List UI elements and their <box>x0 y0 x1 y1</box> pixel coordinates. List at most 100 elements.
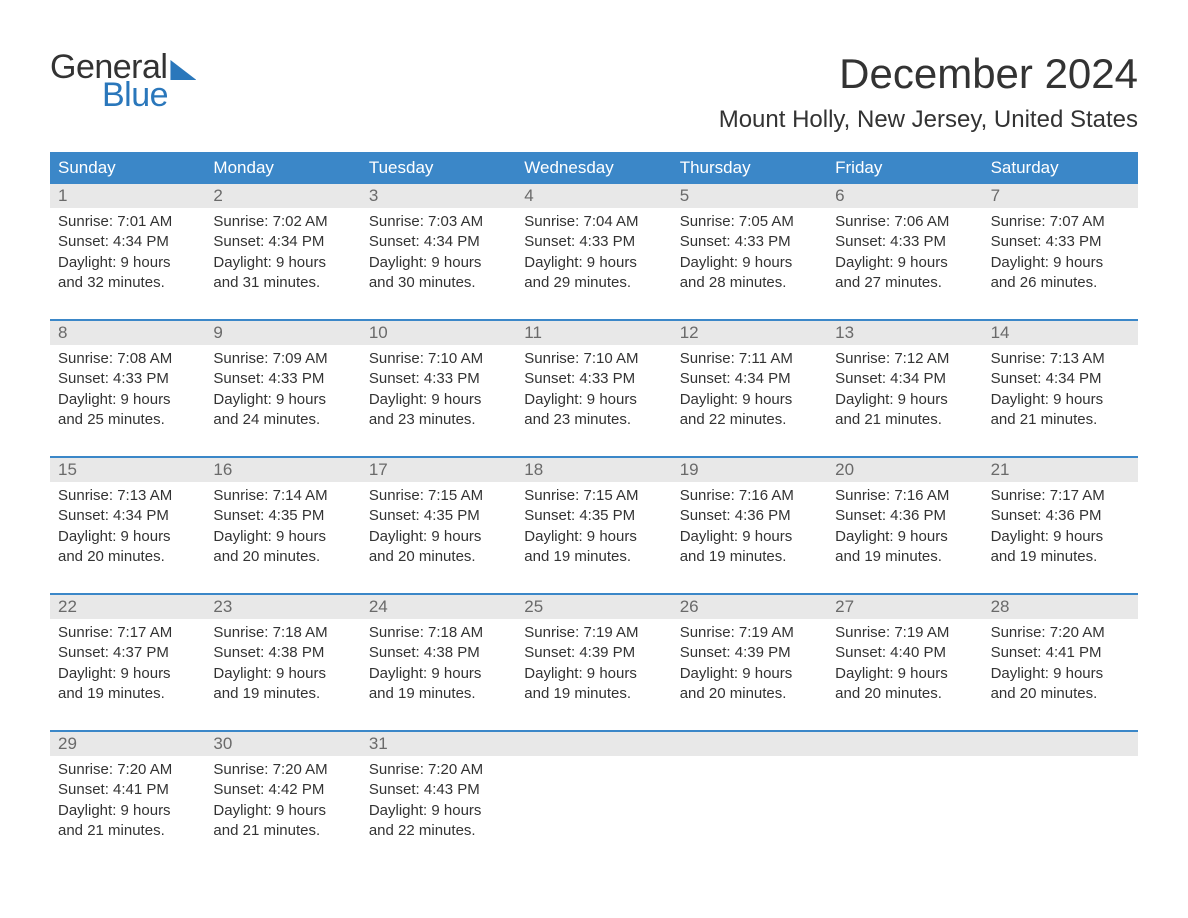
sunrise-line: Sunrise: 7:03 AM <box>369 212 508 232</box>
day-cell: Sunrise: 7:16 AMSunset: 4:36 PMDaylight:… <box>672 482 827 577</box>
logo: General Blue <box>50 50 196 112</box>
day-number: 23 <box>205 595 360 619</box>
dayname-sunday: Sunday <box>50 152 205 184</box>
day-number: 4 <box>516 184 671 208</box>
daylight-line-1: Daylight: 9 hours <box>213 253 352 273</box>
daylight-line-2: and 20 minutes. <box>213 547 352 567</box>
sunset-line: Sunset: 4:40 PM <box>835 643 974 663</box>
day-number: 17 <box>361 458 516 482</box>
daylight-line-2: and 19 minutes. <box>991 547 1130 567</box>
day-number: 22 <box>50 595 205 619</box>
day-number: 28 <box>983 595 1138 619</box>
dayname-tuesday: Tuesday <box>361 152 516 184</box>
daylight-line-2: and 29 minutes. <box>524 273 663 293</box>
dayname-friday: Friday <box>827 152 982 184</box>
sunrise-line: Sunrise: 7:16 AM <box>835 486 974 506</box>
daylight-line-1: Daylight: 9 hours <box>369 527 508 547</box>
sunset-line: Sunset: 4:34 PM <box>680 369 819 389</box>
daylight-line-2: and 20 minutes. <box>680 684 819 704</box>
daylight-line-2: and 20 minutes. <box>369 547 508 567</box>
dayname-thursday: Thursday <box>672 152 827 184</box>
daylight-line-1: Daylight: 9 hours <box>58 664 197 684</box>
week-row: 293031Sunrise: 7:20 AMSunset: 4:41 PMDay… <box>50 730 1138 851</box>
day-cell <box>827 756 982 851</box>
daylight-line-1: Daylight: 9 hours <box>991 664 1130 684</box>
day-cell: Sunrise: 7:14 AMSunset: 4:35 PMDaylight:… <box>205 482 360 577</box>
daynum-row: 15161718192021 <box>50 458 1138 482</box>
sunrise-line: Sunrise: 7:16 AM <box>680 486 819 506</box>
sunset-line: Sunset: 4:36 PM <box>680 506 819 526</box>
daylight-line-2: and 23 minutes. <box>369 410 508 430</box>
daylight-line-2: and 19 minutes. <box>369 684 508 704</box>
day-number: 30 <box>205 732 360 756</box>
day-number: 7 <box>983 184 1138 208</box>
sunrise-line: Sunrise: 7:13 AM <box>58 486 197 506</box>
sunrise-line: Sunrise: 7:19 AM <box>835 623 974 643</box>
sunset-line: Sunset: 4:33 PM <box>58 369 197 389</box>
day-number: 10 <box>361 321 516 345</box>
day-cell: Sunrise: 7:08 AMSunset: 4:33 PMDaylight:… <box>50 345 205 440</box>
daylight-line-1: Daylight: 9 hours <box>835 664 974 684</box>
week-row: 15161718192021Sunrise: 7:13 AMSunset: 4:… <box>50 456 1138 577</box>
daylight-line-2: and 19 minutes. <box>524 684 663 704</box>
dayname-wednesday: Wednesday <box>516 152 671 184</box>
daylight-line-2: and 19 minutes. <box>524 547 663 567</box>
day-cell: Sunrise: 7:03 AMSunset: 4:34 PMDaylight:… <box>361 208 516 303</box>
sunset-line: Sunset: 4:33 PM <box>524 369 663 389</box>
day-cell <box>983 756 1138 851</box>
daylight-line-1: Daylight: 9 hours <box>835 253 974 273</box>
day-cell: Sunrise: 7:17 AMSunset: 4:36 PMDaylight:… <box>983 482 1138 577</box>
sunrise-line: Sunrise: 7:17 AM <box>58 623 197 643</box>
daylight-line-2: and 21 minutes. <box>58 821 197 841</box>
sunrise-line: Sunrise: 7:01 AM <box>58 212 197 232</box>
sunrise-line: Sunrise: 7:20 AM <box>58 760 197 780</box>
daylight-line-2: and 19 minutes. <box>835 547 974 567</box>
day-cell: Sunrise: 7:04 AMSunset: 4:33 PMDaylight:… <box>516 208 671 303</box>
daylight-line-1: Daylight: 9 hours <box>58 801 197 821</box>
sunrise-line: Sunrise: 7:06 AM <box>835 212 974 232</box>
sunrise-line: Sunrise: 7:20 AM <box>213 760 352 780</box>
day-number: 27 <box>827 595 982 619</box>
sunset-line: Sunset: 4:35 PM <box>213 506 352 526</box>
sunset-line: Sunset: 4:33 PM <box>680 232 819 252</box>
day-number: 19 <box>672 458 827 482</box>
daylight-line-1: Daylight: 9 hours <box>524 664 663 684</box>
sunrise-line: Sunrise: 7:09 AM <box>213 349 352 369</box>
daylight-line-2: and 21 minutes. <box>991 410 1130 430</box>
day-cell <box>516 756 671 851</box>
daylight-line-1: Daylight: 9 hours <box>58 527 197 547</box>
day-number <box>516 732 671 756</box>
daylight-line-2: and 19 minutes. <box>58 684 197 704</box>
sunset-line: Sunset: 4:34 PM <box>58 506 197 526</box>
day-cell <box>672 756 827 851</box>
day-number: 31 <box>361 732 516 756</box>
daylight-line-1: Daylight: 9 hours <box>369 801 508 821</box>
daylight-line-1: Daylight: 9 hours <box>369 664 508 684</box>
day-number: 12 <box>672 321 827 345</box>
day-number: 16 <box>205 458 360 482</box>
daylight-line-2: and 23 minutes. <box>524 410 663 430</box>
daylight-line-1: Daylight: 9 hours <box>680 390 819 410</box>
title-block: December 2024 Mount Holly, New Jersey, U… <box>719 50 1138 134</box>
daylight-line-2: and 28 minutes. <box>680 273 819 293</box>
sunrise-line: Sunrise: 7:19 AM <box>524 623 663 643</box>
day-cell: Sunrise: 7:19 AMSunset: 4:39 PMDaylight:… <box>516 619 671 714</box>
day-number: 2 <box>205 184 360 208</box>
daylight-line-2: and 32 minutes. <box>58 273 197 293</box>
sunrise-line: Sunrise: 7:11 AM <box>680 349 819 369</box>
daynum-row: 22232425262728 <box>50 595 1138 619</box>
dayname-monday: Monday <box>205 152 360 184</box>
week-row: 891011121314Sunrise: 7:08 AMSunset: 4:33… <box>50 319 1138 440</box>
day-cell: Sunrise: 7:20 AMSunset: 4:43 PMDaylight:… <box>361 756 516 851</box>
day-number <box>983 732 1138 756</box>
day-cell: Sunrise: 7:16 AMSunset: 4:36 PMDaylight:… <box>827 482 982 577</box>
sunset-line: Sunset: 4:34 PM <box>369 232 508 252</box>
daylight-line-2: and 26 minutes. <box>991 273 1130 293</box>
sunset-line: Sunset: 4:33 PM <box>213 369 352 389</box>
daylight-line-1: Daylight: 9 hours <box>369 253 508 273</box>
daylight-line-2: and 21 minutes. <box>835 410 974 430</box>
sunset-line: Sunset: 4:39 PM <box>680 643 819 663</box>
day-number: 9 <box>205 321 360 345</box>
daylight-line-2: and 30 minutes. <box>369 273 508 293</box>
month-title: December 2024 <box>719 50 1138 98</box>
